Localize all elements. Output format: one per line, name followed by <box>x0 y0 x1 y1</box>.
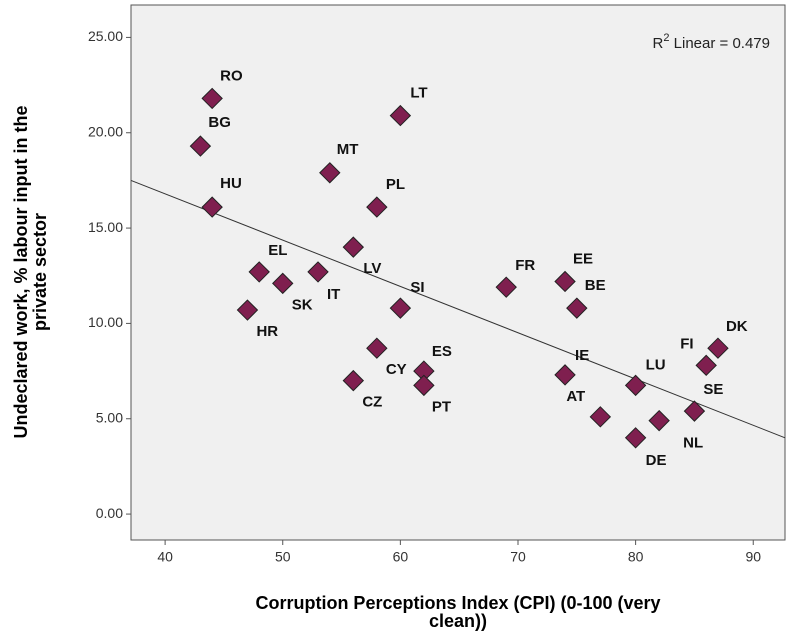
point <box>413 374 435 397</box>
point-label: BG <box>208 114 231 131</box>
x-tick-label: 50 <box>275 549 291 565</box>
point <box>389 297 412 319</box>
point <box>624 427 647 449</box>
x-tick-label: 40 <box>157 549 173 565</box>
point <box>389 104 412 127</box>
point <box>342 236 365 258</box>
point <box>201 196 223 218</box>
point <box>495 276 517 298</box>
y-axis-label: private sector <box>30 213 50 331</box>
point <box>707 337 729 359</box>
point-label: PL <box>386 176 405 193</box>
point-label: SE <box>703 381 723 398</box>
point-label: CY <box>386 361 407 378</box>
x-tick-label: 80 <box>628 549 644 565</box>
plot-area <box>130 4 786 541</box>
point-label: SK <box>292 296 313 313</box>
point <box>201 87 223 110</box>
y-axis-label: Undeclared work, % labour input in the <box>11 105 31 438</box>
annotation: R2 Linear = 0.479 <box>653 32 770 52</box>
point <box>683 400 706 422</box>
x-axis-label: clean)) <box>429 611 487 631</box>
point-label: BE <box>585 277 606 294</box>
point-label: RO <box>220 67 243 84</box>
point <box>695 354 717 377</box>
point-label: IE <box>575 347 589 364</box>
point-label: ES <box>432 343 452 360</box>
point <box>342 369 365 392</box>
y-tick-label: 10.00 <box>88 314 123 330</box>
point-label: AT <box>566 388 585 405</box>
point-label: NL <box>683 435 703 452</box>
point <box>366 196 388 218</box>
point-label: PT <box>432 398 451 415</box>
x-tick-label: 90 <box>745 549 761 565</box>
point-label: SI <box>410 279 424 296</box>
point <box>189 135 212 157</box>
point-label: LT <box>410 85 427 102</box>
annotation-text: Linear = 0.479 <box>670 35 771 52</box>
y-tick-label: 15.00 <box>88 219 123 235</box>
point <box>307 261 329 283</box>
point <box>554 270 576 293</box>
point-label: FI <box>680 335 693 352</box>
point <box>624 374 647 397</box>
point-label: FR <box>515 257 535 274</box>
point-label: EE <box>573 250 593 267</box>
point <box>272 272 294 295</box>
point <box>248 261 270 283</box>
annotation-base: R <box>653 35 664 52</box>
point <box>566 297 588 319</box>
point-label: IT <box>327 286 340 303</box>
fit-line <box>130 179 786 439</box>
point-label: MT <box>337 141 359 158</box>
y-tick-label: 5.00 <box>96 409 123 425</box>
point-label: CZ <box>362 394 382 411</box>
x-tick-label: 70 <box>510 549 526 565</box>
point <box>319 162 341 184</box>
x-tick-label: 60 <box>393 549 409 565</box>
y-tick-label: 0.00 <box>96 505 123 521</box>
point-label: EL <box>268 242 287 259</box>
y-tick-label: 25.00 <box>88 28 123 44</box>
x-axis-label: Corruption Perceptions Index (CPI) (0-10… <box>255 593 660 613</box>
point <box>554 364 576 386</box>
point <box>648 409 670 432</box>
point-label: HR <box>256 323 278 340</box>
point <box>366 337 388 359</box>
point-label: LV <box>363 260 381 277</box>
point-label: LU <box>646 356 666 373</box>
point-label: HU <box>220 175 242 192</box>
point-label: DE <box>646 452 667 469</box>
point <box>236 299 259 321</box>
point <box>589 406 612 428</box>
y-tick-label: 20.00 <box>88 123 123 139</box>
point-label: DK <box>726 318 748 335</box>
annotation-sup: 2 <box>663 32 669 44</box>
